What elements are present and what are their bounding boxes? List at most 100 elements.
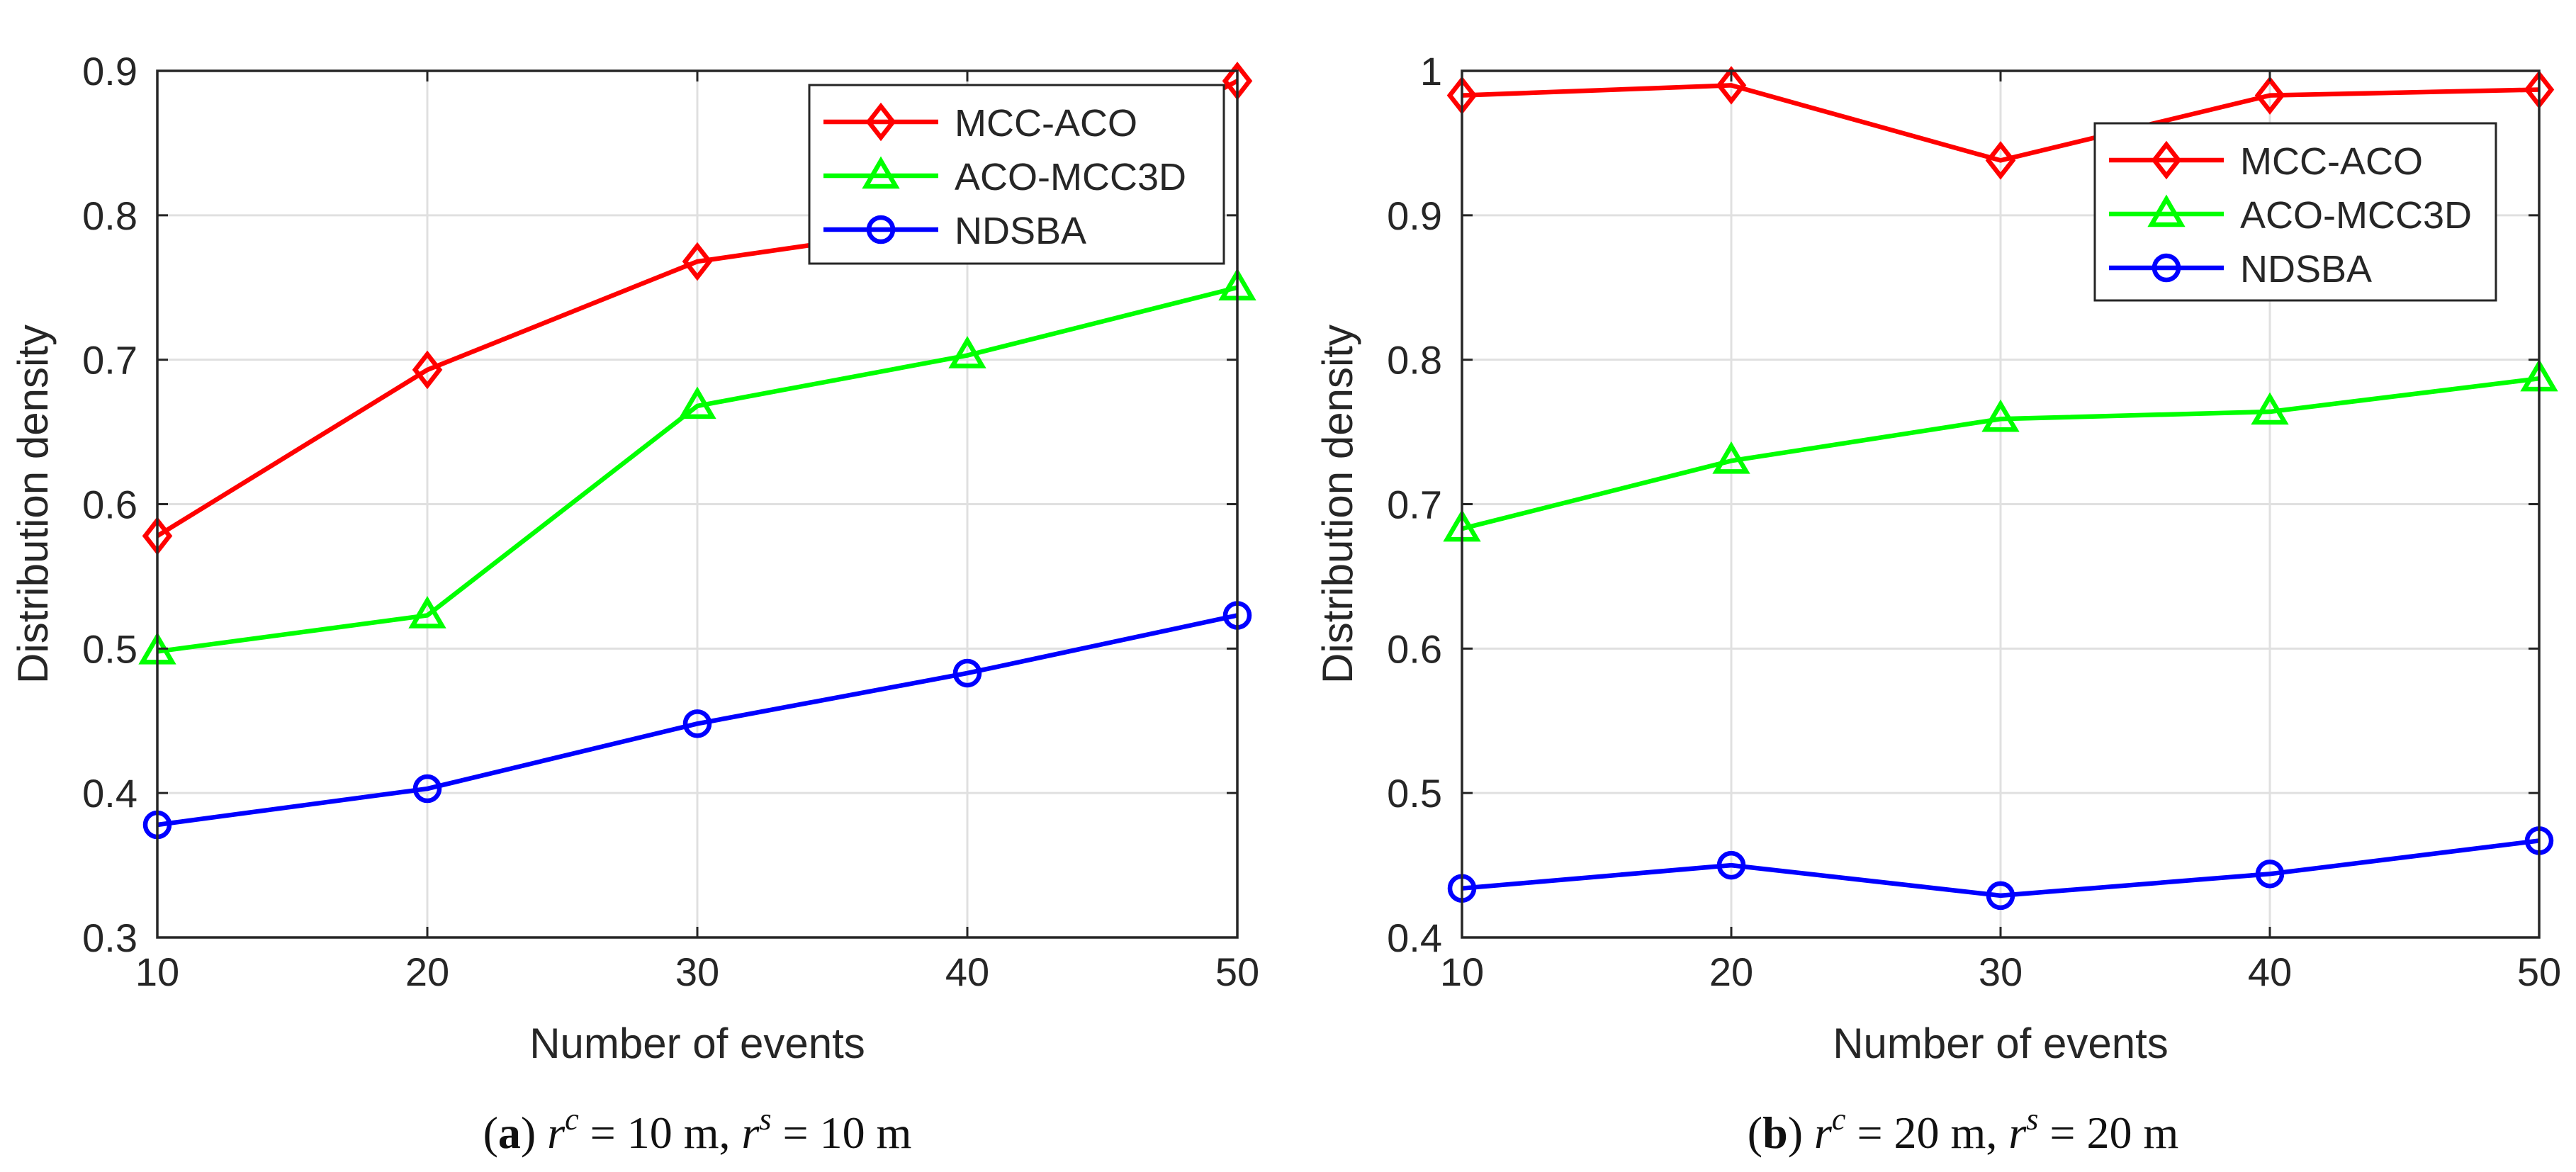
caption-superscript-s: s xyxy=(2026,1102,2038,1137)
data-point-ndsba xyxy=(2255,860,2285,889)
chart-a: 10 20 30 40 50 0.3 0.4 0.5 0.6 0.7 0.8 0.9 Number of… xyxy=(9,49,1259,1158)
y-tick-label: 1 xyxy=(1420,49,1442,94)
x-tick-label: 30 xyxy=(675,950,719,994)
x-tick-label: 20 xyxy=(1709,950,1753,994)
caption-r-symbol: r xyxy=(547,1108,566,1158)
y-tick-label: 0.6 xyxy=(82,483,137,527)
caption-unit: m xyxy=(877,1108,912,1158)
caption-unit: m xyxy=(684,1108,719,1158)
legend-marker-aco-mcc3d xyxy=(862,156,900,189)
caption-paren-close: ) xyxy=(1788,1108,1814,1158)
y-tick-label: 0.5 xyxy=(1387,771,1442,816)
legend-marker-ndsba xyxy=(2152,253,2181,283)
legend-marker-mcc-aco xyxy=(865,102,896,142)
data-point-mcc-aco xyxy=(1716,66,1747,105)
legend: MCC-ACO ACO-MCC3D NDSBA xyxy=(808,84,1225,265)
caption-rc-value: 20 xyxy=(1894,1108,1940,1158)
caption-r-symbol: r xyxy=(1814,1108,1833,1158)
caption-unit: m xyxy=(1951,1108,1986,1158)
y-tick-label: 0.3 xyxy=(82,915,137,960)
x-tick-label: 40 xyxy=(2248,950,2292,994)
legend-marker-aco-mcc3d xyxy=(2147,194,2186,227)
data-point-ndsba xyxy=(682,709,712,738)
y-tick-label: 0.8 xyxy=(1387,338,1442,383)
legend-marker-ndsba xyxy=(866,215,896,244)
caption-rc-value: 10 xyxy=(627,1108,673,1158)
data-point-ndsba xyxy=(952,658,982,688)
caption-r-symbol: r xyxy=(2008,1108,2027,1158)
y-tick-label: 0.5 xyxy=(82,626,137,671)
caption-equals: = xyxy=(1845,1108,1894,1158)
series-line-ndsba xyxy=(157,613,1238,828)
x-tick-label: 40 xyxy=(945,950,989,994)
data-point-aco-mcc3d xyxy=(408,596,446,629)
caption-rs-value: 10 xyxy=(820,1108,865,1158)
y-tick-label: 0.7 xyxy=(82,338,137,383)
caption-space xyxy=(865,1108,877,1158)
x-tick-label: 30 xyxy=(1979,950,2023,994)
caption-space xyxy=(2132,1108,2143,1158)
legend-label-mcc-aco: MCC-ACO xyxy=(955,102,1137,145)
caption-space xyxy=(1940,1108,1951,1158)
data-point-ndsba xyxy=(1986,881,2015,911)
y-tick-label: 0.7 xyxy=(1387,483,1442,527)
y-tick-label: 0.4 xyxy=(1387,915,1442,960)
caption-superscript-s: s xyxy=(759,1102,771,1137)
series-line-aco-mcc3d xyxy=(1461,376,2540,531)
x-tick-label: 50 xyxy=(2517,950,2561,994)
legend-label-ndsba: NDSBA xyxy=(955,210,1086,252)
legend-marker-mcc-aco xyxy=(2151,140,2182,180)
caption-comma: , xyxy=(1986,1108,2008,1158)
y-tick-label: 0.6 xyxy=(1387,626,1442,671)
x-tick-label: 50 xyxy=(1215,950,1259,994)
x-axis-label: Number of events xyxy=(529,1020,865,1067)
x-tick-label: 10 xyxy=(1440,950,1484,994)
legend: MCC-ACO ACO-MCC3D NDSBA xyxy=(2093,122,2497,302)
x-tick-label: 10 xyxy=(135,950,179,994)
legend-label-mcc-aco: MCC-ACO xyxy=(2240,140,2423,183)
legend-label-aco-mcc3d: ACO-MCC3D xyxy=(955,156,1186,198)
x-tick-label: 20 xyxy=(405,950,449,994)
caption-equals: = xyxy=(772,1108,820,1158)
data-point-aco-mcc3d xyxy=(2251,392,2289,425)
data-point-mcc-aco xyxy=(1985,141,2016,180)
y-tick-label: 0.8 xyxy=(82,193,137,238)
caption-paren-open: ( xyxy=(483,1108,498,1158)
caption-r-symbol: r xyxy=(742,1108,760,1158)
y-tick-label: 0.9 xyxy=(1387,193,1442,238)
caption-unit: m xyxy=(2143,1108,2178,1158)
y-tick-label: 0.9 xyxy=(82,49,137,94)
y-axis-label: Distribution density xyxy=(9,325,57,684)
caption-letter: a xyxy=(498,1108,521,1158)
figure-caption: (a) rc = 10 m, rs = 10 m xyxy=(483,1102,912,1158)
data-point-aco-mcc3d xyxy=(948,336,986,368)
data-point-aco-mcc3d xyxy=(1981,399,2020,432)
series-line-ndsba xyxy=(1461,838,2540,898)
caption-paren-open: ( xyxy=(1748,1108,1762,1158)
x-axis-label: Number of events xyxy=(1833,1020,2169,1067)
caption-space xyxy=(673,1108,684,1158)
data-point-mcc-aco xyxy=(682,242,713,281)
series-line-mcc-aco xyxy=(1461,83,2540,163)
caption-equals: = xyxy=(579,1108,627,1158)
data-point-ndsba xyxy=(412,774,442,804)
data-point-mcc-aco xyxy=(412,350,443,390)
data-point-ndsba xyxy=(1716,850,1746,880)
series-line-aco-mcc3d xyxy=(157,285,1238,654)
chart-b: 10 20 30 40 50 0.4 0.5 0.6 0.7 0.8 0.9 1 Number of e… xyxy=(1314,49,2561,1158)
legend-label-ndsba: NDSBA xyxy=(2240,248,2372,291)
caption-superscript-c: c xyxy=(565,1102,579,1137)
caption-paren-close: ) xyxy=(521,1108,547,1158)
legend-label-aco-mcc3d: ACO-MCC3D xyxy=(2240,194,2472,237)
y-axis-label: Distribution density xyxy=(1314,325,1361,684)
y-tick-label: 0.4 xyxy=(82,771,137,816)
data-point-mcc-aco xyxy=(2254,76,2285,115)
caption-letter: b xyxy=(1762,1108,1788,1158)
caption-rs-value: 20 xyxy=(2086,1108,2132,1158)
figure-caption: (b) rc = 20 m, rs = 20 m xyxy=(1748,1102,2178,1158)
data-point-aco-mcc3d xyxy=(678,386,716,419)
caption-equals: = xyxy=(2038,1108,2086,1158)
data-point-aco-mcc3d xyxy=(1712,441,1750,474)
caption-comma: , xyxy=(719,1108,742,1158)
